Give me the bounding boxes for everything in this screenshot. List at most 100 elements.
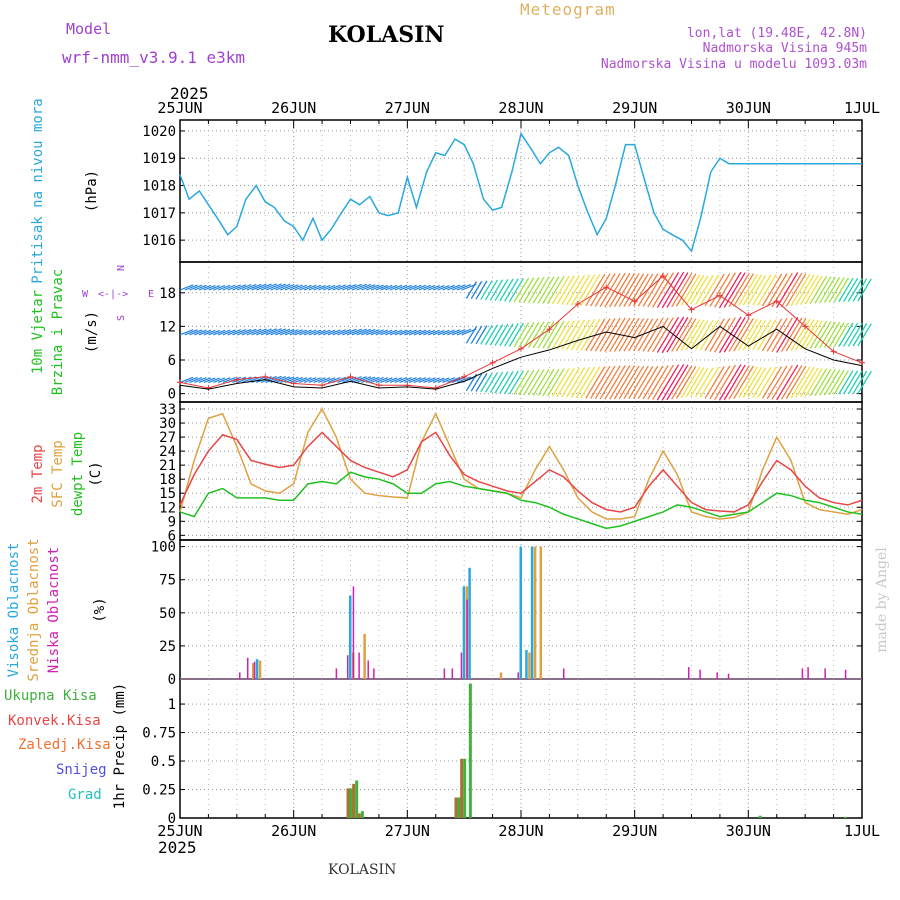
wind-barb bbox=[795, 274, 815, 306]
wind-barb bbox=[828, 322, 845, 348]
wind-barb bbox=[289, 376, 303, 383]
conv-precip-bar bbox=[346, 788, 350, 818]
wind-barb bbox=[690, 367, 709, 397]
wind-barb bbox=[527, 369, 545, 396]
wind-barb bbox=[356, 283, 372, 291]
wind-barb bbox=[513, 370, 530, 395]
wind-barb bbox=[265, 375, 282, 383]
wind-barb bbox=[189, 284, 203, 291]
mid-cloud-bar bbox=[363, 633, 366, 679]
wind-barb bbox=[361, 376, 376, 383]
conv-precip-bar bbox=[357, 813, 361, 818]
wind-barb bbox=[227, 329, 241, 336]
wind-barb bbox=[313, 377, 326, 383]
graupel-label: Grad bbox=[68, 787, 102, 803]
y-tick-label: 18 bbox=[159, 286, 176, 302]
y-tick-label: 0.75 bbox=[142, 726, 176, 742]
wind-barb bbox=[785, 365, 807, 400]
wind-barb bbox=[723, 316, 746, 353]
low-cloud-bar bbox=[335, 668, 338, 679]
wind-barb bbox=[356, 376, 372, 383]
snow-label: Snijeg bbox=[56, 762, 107, 778]
wind-barb bbox=[666, 272, 689, 308]
wind-barb bbox=[480, 280, 493, 300]
wind-barb bbox=[742, 274, 763, 306]
wind-barb bbox=[213, 284, 226, 291]
wind-barb bbox=[714, 272, 736, 308]
wind-barb bbox=[332, 284, 346, 291]
x-label-top: 29JUN bbox=[612, 99, 657, 117]
x-label-bottom: 27JUN bbox=[385, 822, 430, 840]
wind-barb bbox=[375, 329, 389, 336]
x-label-bottom: 29JUN bbox=[612, 822, 657, 840]
wind-gust-marker bbox=[461, 373, 468, 380]
wind-barb bbox=[613, 272, 636, 308]
wind-barb bbox=[542, 276, 560, 304]
wind-barb bbox=[289, 329, 303, 336]
wind-barb bbox=[800, 319, 819, 350]
wind-barb bbox=[494, 371, 509, 394]
wind-barb bbox=[308, 284, 322, 291]
wind-barb bbox=[189, 377, 203, 383]
wind-barb bbox=[184, 284, 198, 291]
wind-barb bbox=[499, 323, 514, 347]
wind-barb bbox=[217, 377, 231, 383]
wind-barb bbox=[203, 377, 216, 383]
y-tick-label: 0 bbox=[168, 387, 176, 403]
wind-barb bbox=[547, 368, 565, 397]
y-tick-label: 75 bbox=[159, 573, 176, 589]
wind-barb bbox=[704, 366, 725, 399]
wind-barb bbox=[217, 329, 231, 336]
y-tick-label: 15 bbox=[159, 486, 176, 502]
wind-barb bbox=[527, 321, 545, 348]
wind-barb bbox=[747, 367, 767, 398]
wind-barb bbox=[537, 276, 555, 304]
wind-barb bbox=[394, 284, 408, 291]
wind-barb bbox=[332, 329, 346, 336]
wind-barb bbox=[284, 329, 299, 336]
wind-barb bbox=[728, 272, 750, 308]
low-cloud-bar bbox=[466, 599, 468, 679]
wind-barb bbox=[580, 366, 601, 399]
compass-north: N bbox=[116, 265, 127, 271]
wind-barb bbox=[776, 272, 799, 308]
wind-barb bbox=[299, 377, 312, 383]
wind-barb bbox=[399, 284, 412, 291]
low-cloud-bar bbox=[562, 668, 565, 679]
wind-barb bbox=[189, 329, 203, 336]
wind-barb bbox=[604, 317, 626, 353]
wind-barb bbox=[518, 369, 535, 396]
wind-barb bbox=[666, 364, 689, 401]
wind-barb bbox=[179, 376, 194, 383]
wind-barb bbox=[504, 370, 519, 395]
wind-barb bbox=[227, 284, 241, 291]
wind-barb bbox=[408, 377, 422, 383]
total-precip-bar bbox=[758, 815, 762, 818]
wind-barb bbox=[470, 325, 483, 344]
wind-barb bbox=[337, 329, 352, 336]
wind-barb bbox=[494, 278, 509, 302]
y-tick-label: 21 bbox=[159, 458, 176, 474]
wind-barb bbox=[447, 329, 461, 336]
wind-barb bbox=[652, 272, 674, 308]
y-tick-label: 30 bbox=[159, 416, 176, 432]
wind-barb bbox=[637, 273, 659, 307]
wind-barb bbox=[561, 275, 580, 305]
wind-gust-marker bbox=[859, 359, 865, 366]
wind-barb bbox=[847, 278, 863, 302]
wind-barb bbox=[418, 377, 431, 383]
wind-barb bbox=[766, 317, 788, 352]
x-label-bottom: 26JUN bbox=[271, 822, 316, 840]
wind-barb bbox=[685, 367, 705, 398]
wind-barb bbox=[480, 372, 493, 393]
x-label-top: 25JUN bbox=[157, 99, 202, 117]
low-cloud-bar bbox=[801, 668, 804, 679]
wind-barb bbox=[241, 283, 257, 291]
wind-barb bbox=[738, 318, 758, 351]
wind-axis-label: 10m Vjetar bbox=[30, 290, 46, 374]
wind-unit-label: (m/s) bbox=[84, 311, 100, 353]
t2m-line bbox=[179, 431, 863, 513]
wind-barb bbox=[718, 271, 742, 309]
low-cloud-bar bbox=[824, 668, 826, 679]
frozen-precip-label: Zaledj.Kisa bbox=[18, 737, 111, 753]
